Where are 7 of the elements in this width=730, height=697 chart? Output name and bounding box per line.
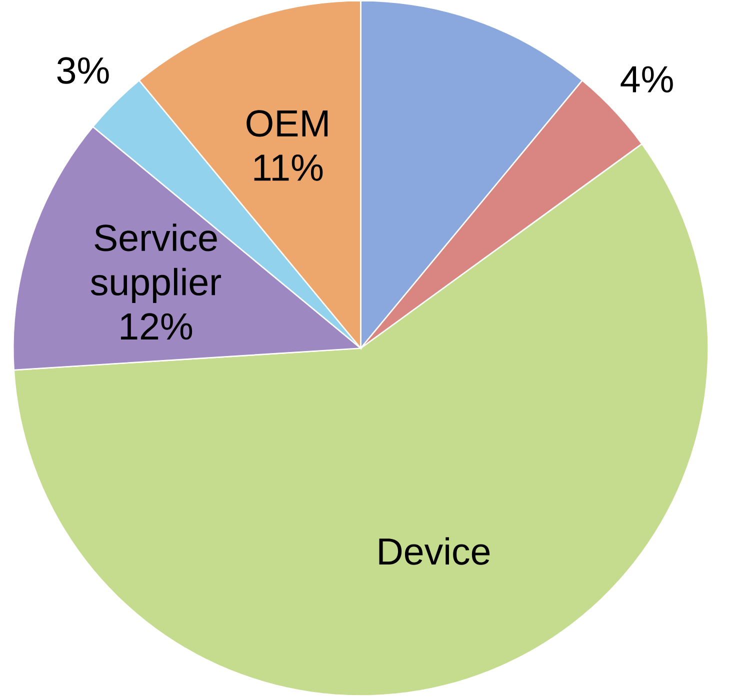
data-label: 3%	[57, 57, 109, 84]
slice-label: Device	[379, 537, 490, 566]
data-label: 11%	[254, 154, 323, 182]
slice-label: OEM	[246, 110, 328, 137]
data-label: 4%	[620, 66, 673, 93]
data-label: 12%	[120, 313, 192, 340]
slice-label: Service supplier	[90, 224, 222, 304]
